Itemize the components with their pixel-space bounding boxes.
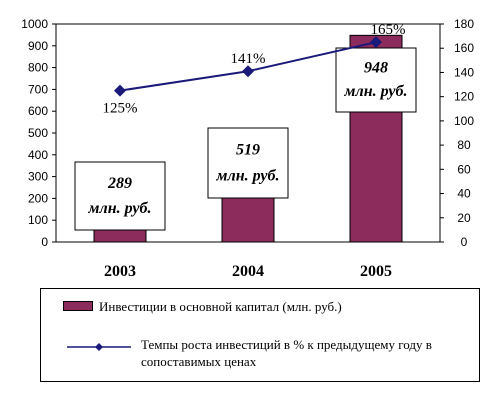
bar-data-label-value: 948 xyxy=(364,59,388,76)
line-point xyxy=(242,65,254,78)
bar-data-label-value: 289 xyxy=(107,175,132,192)
legend-swatch-line xyxy=(67,343,131,351)
y-right-tick-label: 80 xyxy=(457,138,471,152)
line-data-label: 125% xyxy=(103,101,138,117)
legend-label-line: Темпы роста инвестиций в % к предыдущему… xyxy=(141,337,432,369)
y-left-tick-label: 900 xyxy=(28,39,48,53)
line-data-label: 141% xyxy=(231,51,266,67)
y-left-tick-label: 500 xyxy=(28,126,48,140)
y-right-tick-label: 20 xyxy=(457,211,471,225)
y-right-tick-label: 160 xyxy=(454,41,474,55)
y-left-tick-label: 600 xyxy=(28,104,48,118)
y-left-tick-label: 1000 xyxy=(21,17,48,31)
bar-data-label-unit: млн. руб. xyxy=(344,83,408,100)
line-point xyxy=(370,36,382,49)
y-left-tick-label: 0 xyxy=(41,235,48,249)
y-right-tick-label: 40 xyxy=(457,187,471,201)
bar-data-label-unit: млн. руб. xyxy=(216,168,280,185)
bar-data-label-box xyxy=(335,47,417,113)
x-category-label: 2005 xyxy=(360,263,392,280)
bar-data-label-box xyxy=(207,127,289,199)
x-category-label: 2003 xyxy=(104,263,136,280)
line-data-label: 165% xyxy=(371,22,406,38)
y-left-tick-label: 100 xyxy=(28,213,48,227)
y-right-tick-label: 120 xyxy=(454,90,474,104)
y-right-tick-label: 100 xyxy=(454,114,474,128)
y-left-tick-label: 200 xyxy=(28,191,48,205)
bar-data-label-unit: млн. руб. xyxy=(88,200,152,217)
y-left-tick-label: 300 xyxy=(28,170,48,184)
y-right-tick-label: 0 xyxy=(461,235,468,249)
x-category-label: 2004 xyxy=(232,263,264,280)
line-point xyxy=(114,84,126,97)
chart-svg: 0 100 200 300 400 500 600 700 800 900 1000 0 20 40 60 8… xyxy=(21,17,474,280)
bar-data-label-value: 519 xyxy=(236,142,260,159)
y-left-tick-label: 800 xyxy=(28,61,48,75)
legend-label-bars: Инвестиции в основной капитал (млн. руб.… xyxy=(99,299,342,314)
y-right-tick-label: 180 xyxy=(454,17,474,31)
legend: Инвестиции в основной капитал (млн. руб.… xyxy=(40,288,480,382)
y-left-tick-label: 700 xyxy=(28,82,48,96)
y-right-tick-label: 140 xyxy=(454,65,474,79)
bar-data-label-box xyxy=(74,161,166,231)
y-left-tick-label: 400 xyxy=(28,148,48,162)
y-right-tick-label: 60 xyxy=(457,162,471,176)
legend-swatch-bar xyxy=(63,301,93,311)
